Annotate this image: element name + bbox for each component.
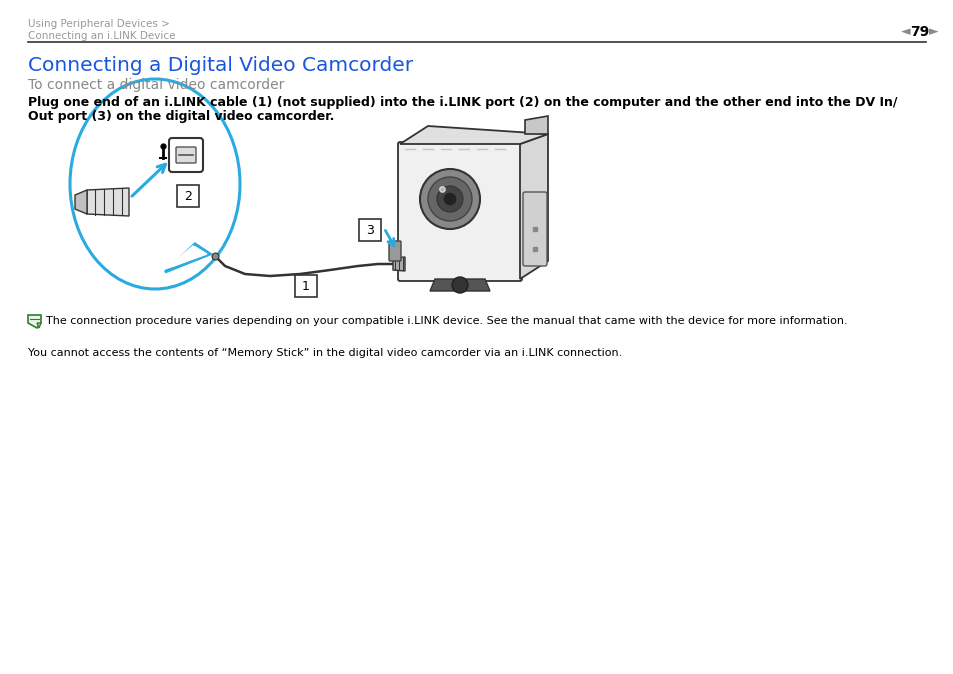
Polygon shape bbox=[37, 323, 41, 328]
FancyBboxPatch shape bbox=[294, 275, 316, 297]
Polygon shape bbox=[75, 190, 87, 214]
Circle shape bbox=[436, 186, 462, 212]
Text: 79: 79 bbox=[909, 25, 928, 39]
Text: ►: ► bbox=[928, 25, 938, 38]
Text: You cannot access the contents of “Memory Stick” in the digital video camcorder : You cannot access the contents of “Memor… bbox=[28, 348, 621, 358]
Text: Plug one end of an i.LINK cable (1) (not supplied) into the i.LINK port (2) on t: Plug one end of an i.LINK cable (1) (not… bbox=[28, 96, 897, 109]
Polygon shape bbox=[165, 246, 207, 269]
Polygon shape bbox=[399, 126, 547, 144]
Polygon shape bbox=[430, 279, 490, 291]
Circle shape bbox=[443, 193, 456, 205]
Text: 2: 2 bbox=[184, 189, 192, 202]
Text: Connecting an i.LINK Device: Connecting an i.LINK Device bbox=[28, 31, 175, 41]
Polygon shape bbox=[28, 315, 41, 328]
FancyBboxPatch shape bbox=[177, 185, 199, 207]
Text: To connect a digital video camcorder: To connect a digital video camcorder bbox=[28, 78, 284, 92]
Circle shape bbox=[428, 177, 472, 221]
FancyBboxPatch shape bbox=[522, 192, 546, 266]
Text: Connecting a Digital Video Camcorder: Connecting a Digital Video Camcorder bbox=[28, 56, 413, 75]
Polygon shape bbox=[165, 244, 210, 272]
FancyBboxPatch shape bbox=[389, 241, 400, 261]
FancyBboxPatch shape bbox=[397, 142, 521, 281]
Text: Out port (3) on the digital video camcorder.: Out port (3) on the digital video camcor… bbox=[28, 110, 334, 123]
FancyBboxPatch shape bbox=[169, 138, 203, 172]
FancyBboxPatch shape bbox=[175, 147, 195, 163]
Text: 1: 1 bbox=[302, 280, 310, 293]
FancyBboxPatch shape bbox=[358, 219, 380, 241]
Text: ◄: ◄ bbox=[901, 25, 910, 38]
Circle shape bbox=[419, 169, 479, 229]
Polygon shape bbox=[393, 257, 405, 271]
Text: 3: 3 bbox=[366, 224, 374, 237]
Polygon shape bbox=[519, 134, 547, 279]
Polygon shape bbox=[524, 116, 547, 134]
Polygon shape bbox=[87, 188, 129, 216]
Ellipse shape bbox=[70, 79, 240, 289]
Circle shape bbox=[452, 277, 468, 293]
Text: The connection procedure varies depending on your compatible i.LINK device. See : The connection procedure varies dependin… bbox=[46, 316, 846, 326]
Text: Using Peripheral Devices >: Using Peripheral Devices > bbox=[28, 19, 170, 29]
